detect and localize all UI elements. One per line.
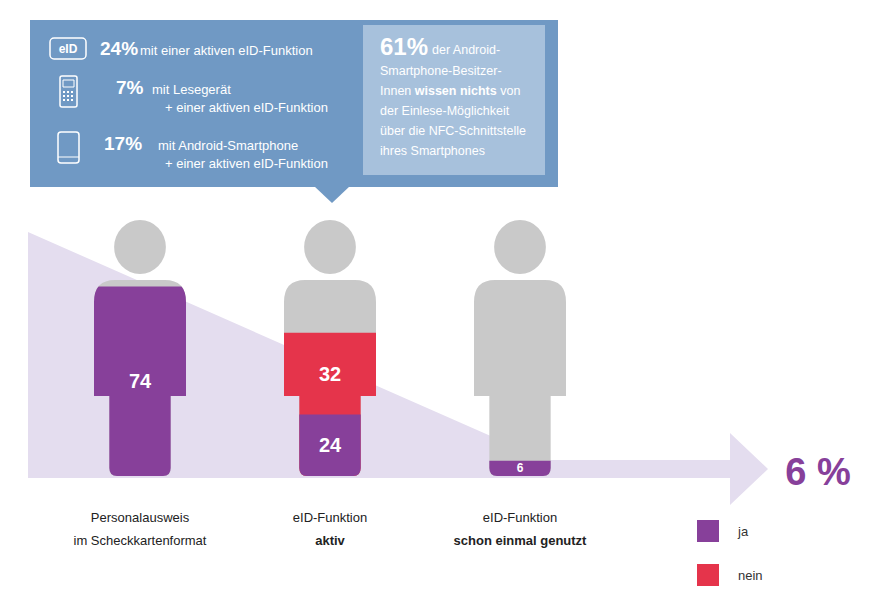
svg-text:6: 6: [517, 461, 524, 475]
svg-text:24: 24: [319, 434, 342, 456]
svg-text:der Android-: der Android-: [432, 43, 500, 57]
svg-text:24%: 24%: [100, 38, 138, 59]
svg-text:7%: 7%: [116, 77, 144, 98]
svg-text:Innen: Innen: [380, 84, 415, 98]
svg-text:der Einlese-Möglichkeit: der Einlese-Möglichkeit: [380, 104, 510, 118]
svg-text:6 %: 6 %: [785, 451, 850, 493]
svg-text:32: 32: [319, 363, 341, 385]
svg-text:über die NFC-Schnittstelle: über die NFC-Schnittstelle: [380, 124, 526, 138]
svg-text:61%: 61%: [380, 33, 428, 60]
svg-text:17%: 17%: [104, 133, 142, 154]
svg-text:von: von: [497, 84, 521, 98]
svg-text:wissen nichts: wissen nichts: [414, 84, 497, 98]
svg-text:mit einer aktiven eID-Funktion: mit einer aktiven eID-Funktion: [140, 43, 313, 58]
svg-text:Smartphone-Besitzer-: Smartphone-Besitzer-: [380, 64, 502, 78]
svg-text:74: 74: [129, 370, 152, 392]
svg-text:eID-Funktion: eID-Funktion: [293, 510, 367, 525]
svg-text:nein: nein: [738, 568, 763, 583]
svg-text:+ einer aktiven eID-Funktion: + einer aktiven eID-Funktion: [165, 156, 328, 171]
svg-text:eID-Funktion: eID-Funktion: [483, 510, 557, 525]
svg-text:mit Lesegerät: mit Lesegerät: [152, 82, 231, 97]
svg-text:eID: eID: [59, 42, 78, 56]
svg-text:im Scheckkartenformat: im Scheckkartenformat: [74, 533, 207, 548]
svg-text:+ einer aktiven eID-Funktion: + einer aktiven eID-Funktion: [165, 100, 328, 115]
svg-text:ja: ja: [737, 524, 749, 539]
svg-text:ihres Smartphones: ihres Smartphones: [380, 144, 485, 158]
svg-text:aktiv: aktiv: [315, 533, 345, 548]
svg-text:mit Android-Smartphone: mit Android-Smartphone: [158, 138, 298, 153]
svg-text:Personalausweis: Personalausweis: [91, 510, 190, 525]
svg-text:schon einmal genutzt: schon einmal genutzt: [454, 533, 588, 548]
